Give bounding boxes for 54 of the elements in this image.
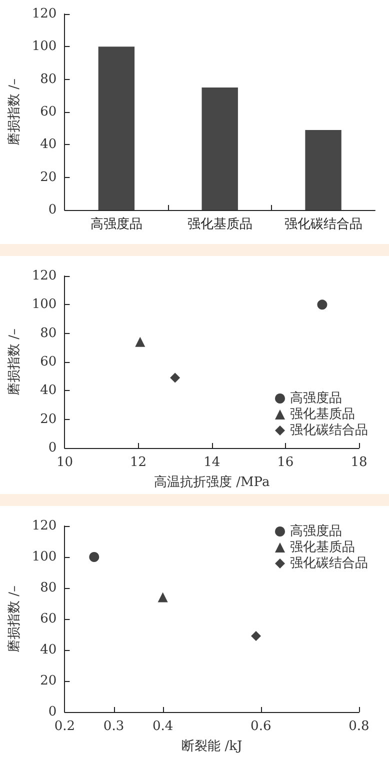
y-axis-title: 磨损指数 /– [7,585,22,653]
x-tick-label: 12 [130,455,147,470]
x-tick-label: 16 [277,455,294,470]
y-tick-label: 0 [48,202,57,218]
y-tick-label: 60 [40,354,57,370]
point [170,372,180,383]
point [158,592,168,602]
x-tick-label: 18 [350,455,368,470]
y-tick-label: 40 [40,137,57,152]
x-tick-label: 0.4 [152,719,174,734]
x-tick-label: 0.8 [348,719,370,734]
y-tick-label: 40 [40,642,57,658]
legend-label: 高强度品 [290,390,342,406]
y-tick-label: 120 [32,518,57,534]
x-tick-label: 14 [204,455,220,470]
y-axis-title: 磨损指数 /– [7,78,22,146]
y-tick-label: 120 [32,6,57,22]
x-tick-label: 0.6 [250,719,272,734]
bar [305,130,342,210]
x-tick-label: 高强度品 [90,216,142,232]
y-tick-label: 0 [48,704,57,720]
y-tick-label: 80 [40,326,57,341]
legend-label: 强化基质品 [290,407,355,422]
point [89,552,100,562]
y-tick-label: 0 [48,440,57,456]
legend-label: 强化碳结合品 [290,556,368,571]
y-tick-label: 60 [40,104,57,120]
y-tick-label: 100 [32,550,57,564]
x-axis-title: 断裂能 /kJ [182,739,242,754]
x-axis-title: 高温抗折强度 /MPa [154,474,270,490]
point [251,631,261,642]
x-tick-label: 10 [56,455,73,470]
bar [98,46,135,210]
point [317,300,328,310]
x-tick-label: 0.2 [54,719,76,734]
y-tick-label: 120 [32,268,57,284]
legend-label: 高强度品 [290,523,342,539]
legend-label: 强化基质品 [290,540,355,555]
point [135,336,146,347]
x-tick-label: 0.3 [103,719,124,734]
y-tick-label: 20 [40,674,57,688]
x-tick-label: 强化基质品 [187,217,252,232]
x-tick-label: 强化碳结合品 [284,217,362,232]
bar [202,88,238,210]
y-tick-label: 100 [32,39,57,54]
y-tick-label: 60 [40,612,57,626]
y-tick-label: 40 [40,383,57,398]
y-tick-label: 80 [40,580,57,596]
y-tick-label: 20 [40,170,57,185]
y-axis-title: 磨损指数 /– [7,328,22,396]
y-tick-label: 20 [40,412,57,427]
legend-label: 强化碳结合品 [290,423,368,438]
y-tick-label: 80 [40,72,57,87]
y-tick-label: 100 [32,297,57,312]
